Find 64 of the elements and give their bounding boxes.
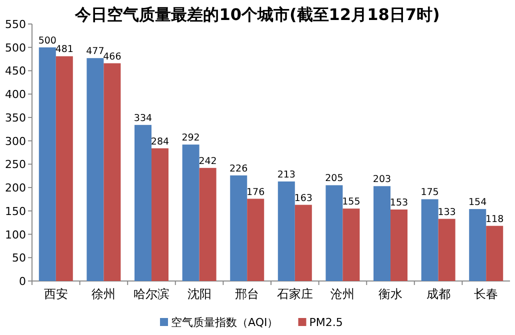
data-label: 155 bbox=[342, 196, 360, 208]
y-tick-label: 450 bbox=[5, 64, 26, 78]
data-label: 175 bbox=[420, 187, 439, 198]
y-tick-label: 400 bbox=[5, 88, 26, 102]
x-tick-label: 成都 bbox=[426, 287, 450, 301]
y-tick-label: 550 bbox=[5, 18, 26, 31]
data-label: 176 bbox=[246, 186, 265, 198]
bar bbox=[438, 218, 456, 281]
data-label: 226 bbox=[230, 163, 248, 174]
x-tick-label: 哈尔滨 bbox=[134, 287, 170, 301]
data-label: 477 bbox=[86, 46, 104, 58]
chart-title: 今日空气质量最差的10个城市(截至12月18日7时) bbox=[74, 5, 440, 24]
bar bbox=[199, 168, 216, 281]
bar bbox=[421, 199, 438, 281]
y-tick-label: 250 bbox=[5, 158, 26, 172]
data-label: 334 bbox=[134, 112, 152, 124]
bar bbox=[56, 56, 73, 281]
x-tick-label: 沈阳 bbox=[187, 287, 212, 301]
x-tick-label: 邢台 bbox=[235, 287, 260, 301]
bar bbox=[247, 198, 264, 281]
bar bbox=[152, 148, 168, 281]
bar bbox=[294, 204, 312, 281]
bar bbox=[342, 208, 360, 281]
y-tick-label: 150 bbox=[5, 204, 26, 218]
bar bbox=[374, 186, 390, 281]
bar bbox=[326, 185, 343, 281]
x-tick-label: 衡水 bbox=[378, 287, 402, 301]
bar bbox=[134, 124, 152, 281]
bar bbox=[278, 181, 295, 281]
bar bbox=[104, 63, 121, 281]
bar bbox=[182, 144, 200, 281]
data-label: 205 bbox=[325, 173, 344, 184]
data-label: 284 bbox=[150, 136, 170, 148]
data-label: 242 bbox=[198, 156, 217, 167]
legend-label: PM2.5 bbox=[309, 316, 343, 329]
x-tick-label: 石家庄 bbox=[276, 287, 313, 301]
data-label: 203 bbox=[372, 174, 392, 186]
bar bbox=[469, 209, 486, 281]
y-tick-label: 0 bbox=[19, 275, 26, 288]
x-tick-label: 沧州 bbox=[330, 287, 355, 301]
x-tick-label: 徐州 bbox=[92, 287, 116, 301]
y-tick-label: 300 bbox=[5, 134, 26, 148]
bar bbox=[486, 226, 504, 281]
data-label: 163 bbox=[294, 192, 312, 204]
y-tick-label: 50 bbox=[12, 252, 26, 265]
legend-label: 空气质量指数（AQI） bbox=[171, 316, 278, 329]
data-label: 213 bbox=[277, 169, 296, 180]
x-tick-label: 西安 bbox=[44, 287, 68, 301]
data-label: 292 bbox=[182, 132, 200, 144]
y-tick-label: 200 bbox=[5, 182, 26, 195]
y-tick-label: 100 bbox=[5, 228, 26, 242]
bar bbox=[86, 58, 104, 281]
x-tick-label: 长春 bbox=[474, 287, 498, 301]
data-label: 154 bbox=[468, 197, 487, 208]
bar bbox=[230, 175, 248, 281]
data-label: 466 bbox=[103, 51, 122, 62]
y-tick-label: 350 bbox=[5, 111, 26, 124]
data-label: 153 bbox=[390, 198, 408, 209]
data-label: 118 bbox=[486, 214, 504, 225]
data-label: 500 bbox=[38, 35, 56, 46]
bar bbox=[38, 47, 56, 281]
data-label: 133 bbox=[438, 206, 456, 218]
y-tick-label: 500 bbox=[5, 41, 26, 54]
bar bbox=[390, 210, 408, 281]
